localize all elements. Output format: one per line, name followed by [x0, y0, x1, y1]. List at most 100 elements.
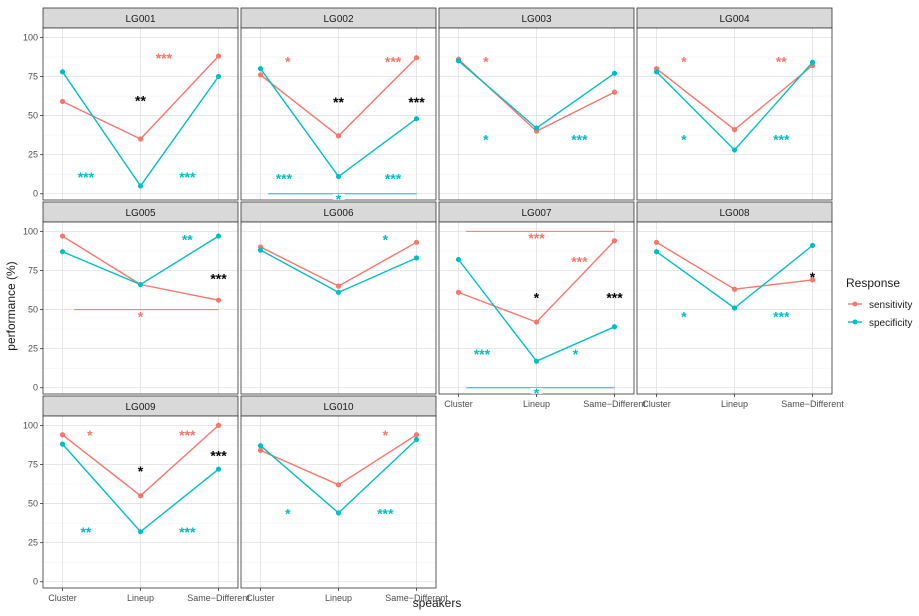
sensitivity-point [137, 493, 144, 499]
annotation-background [134, 311, 147, 318]
significance-annotation: *** [377, 505, 394, 521]
specificity-point [653, 69, 660, 75]
panel-border [42, 221, 239, 395]
sensitivity-point [611, 89, 618, 95]
specificity-point [59, 69, 66, 75]
facet-panel-LG004: LG004* *** *** [636, 7, 833, 201]
y-tick-label: 50 [28, 111, 38, 121]
specificity-point [215, 466, 222, 472]
facet-label: LG002 [323, 14, 353, 25]
specificity-point [257, 66, 264, 72]
facet-panel-LG002: LG002* ***** ****** **** [240, 7, 437, 207]
y-tick-label: 100 [23, 32, 38, 42]
y-tick-label: 100 [23, 420, 38, 430]
significance-annotation: * [285, 505, 291, 521]
facet-label: LG010 [323, 402, 353, 413]
specificity-point [731, 147, 738, 153]
significance-annotation: *** [571, 254, 588, 270]
significance-annotation: ** [333, 94, 344, 110]
significance-annotation: * [810, 269, 816, 285]
significance-annotation: *** [474, 346, 491, 362]
x-tick-label: Cluster [642, 399, 671, 409]
significance-annotation: * [138, 463, 144, 479]
y-tick-label: 0 [33, 383, 38, 393]
significance-annotation: * [534, 289, 540, 305]
sensitivity-point [59, 98, 66, 105]
specificity-point [533, 358, 540, 364]
y-tick-label: 25 [28, 538, 38, 548]
sensitivity-point [215, 422, 222, 428]
specificity-point [413, 116, 420, 122]
sensitivity-point [731, 286, 738, 292]
facet-label: LG005 [125, 208, 155, 219]
legend-label-specificity: specificity [869, 318, 912, 329]
specificity-point [59, 441, 66, 447]
specificity-point [335, 289, 342, 295]
significance-annotation: *** [179, 169, 196, 185]
facet-label: LG008 [719, 208, 749, 219]
y-tick-label: 25 [28, 344, 38, 354]
significance-annotation: *** [528, 230, 545, 246]
x-tick-label: Same−Different [385, 593, 448, 603]
significance-annotation: * [483, 53, 489, 69]
significance-annotation: * [383, 232, 389, 248]
significance-annotation: * [681, 53, 687, 69]
x-tick-label: Same−Different [583, 399, 646, 409]
sensitivity-point [809, 277, 816, 283]
facet-label: LG004 [719, 14, 749, 25]
sensitivity-point [413, 432, 420, 438]
panel-border [438, 27, 635, 201]
specificity-point [455, 256, 462, 263]
sensitivity-point [335, 482, 342, 488]
specificity-point [809, 59, 816, 65]
panel-border [240, 221, 437, 395]
legend-label-sensitivity: sensitivity [869, 300, 912, 311]
specificity-point [137, 281, 144, 288]
specificity-point [455, 58, 462, 64]
annotation-background [332, 193, 345, 200]
y-tick-label: 50 [28, 499, 38, 509]
sensitivity-point [611, 238, 618, 244]
x-tick-label: Cluster [246, 593, 275, 603]
significance-annotation: *** [210, 448, 227, 464]
specificity-point [215, 73, 222, 80]
significance-annotation: * [138, 308, 144, 324]
specificity-point [413, 255, 420, 261]
specificity-point [257, 443, 264, 449]
significance-annotation: *** [179, 427, 196, 443]
significance-annotation: * [285, 53, 291, 69]
annotation-background [530, 387, 543, 394]
x-axis-title: speakers [413, 596, 462, 610]
specificity-point [611, 324, 618, 330]
y-tick-label: 0 [33, 577, 38, 587]
significance-annotation: * [681, 308, 687, 324]
specificity-point [59, 249, 66, 255]
significance-annotation: *** [773, 308, 790, 324]
sensitivity-point [653, 239, 660, 245]
y-tick-label: 0 [33, 189, 38, 199]
significance-annotation: ** [80, 524, 91, 540]
significance-annotation: *** [773, 131, 790, 147]
x-tick-label: Lineup [325, 593, 352, 603]
panel-border [240, 27, 437, 201]
annotation-background [525, 233, 549, 240]
sensitivity-point [137, 136, 144, 142]
significance-annotation: * [483, 131, 489, 147]
y-tick-label: 25 [28, 150, 38, 160]
y-tick-label: 75 [28, 71, 38, 81]
sensitivity-point [455, 289, 462, 295]
legend-title: Response [846, 276, 900, 290]
y-tick-label: 100 [23, 226, 38, 236]
facet-label: LG006 [323, 208, 353, 219]
x-tick-label: Lineup [523, 399, 550, 409]
facet-label: LG009 [125, 402, 155, 413]
legend-key-specificity-point [852, 319, 858, 325]
y-tick-label: 75 [28, 265, 38, 275]
significance-annotation: *** [210, 271, 227, 287]
significance-annotation: *** [385, 53, 402, 69]
sensitivity-point [335, 283, 342, 289]
